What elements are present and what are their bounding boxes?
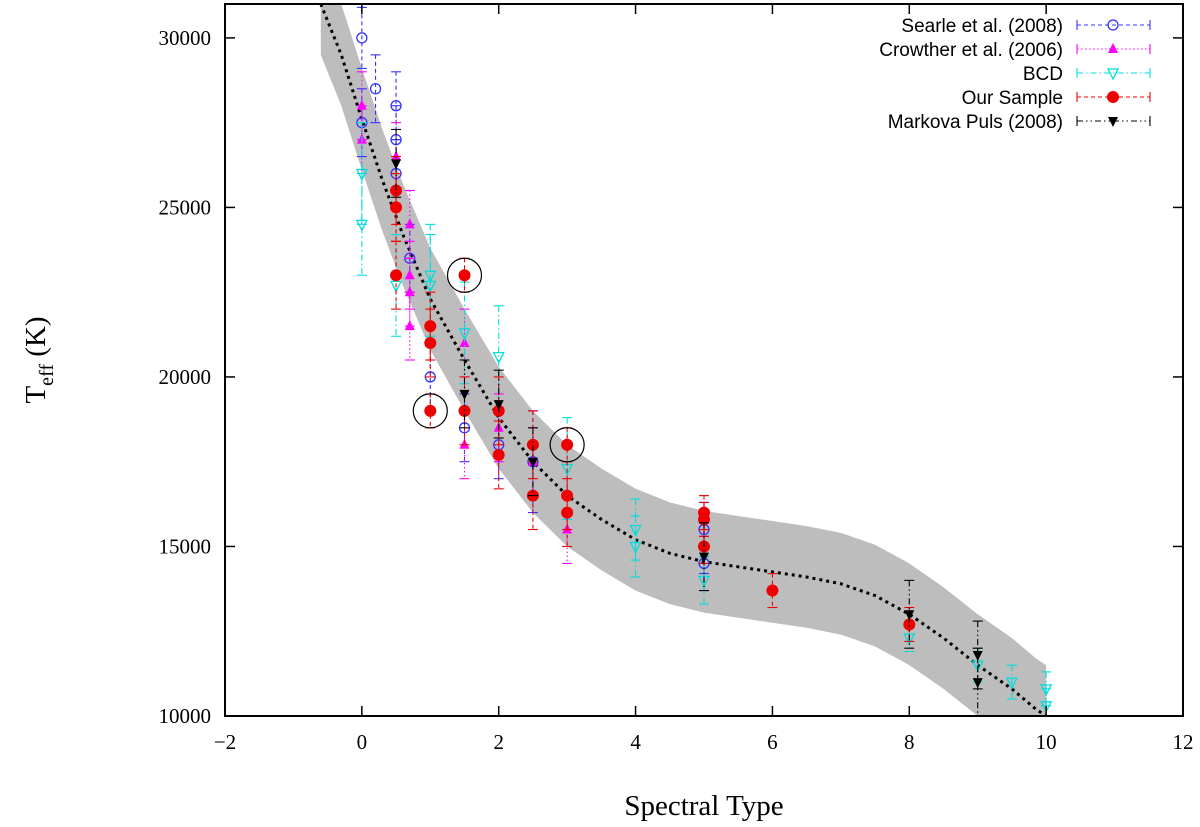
- series-4-point-4: [699, 552, 709, 563]
- series-4-point-7: [972, 678, 983, 689]
- legend: Searle et al. (2008) Crowther et al. (200…: [879, 16, 1151, 133]
- series-2-point-14: [1040, 684, 1053, 697]
- series-2-point-6: [492, 351, 505, 365]
- series-3-point-4: [424, 337, 437, 350]
- series-4-point-2: [493, 400, 504, 411]
- legend-label-1: Crowther et al. (2006): [879, 40, 1063, 61]
- series-4-point-1: [459, 389, 470, 400]
- legend-marker-3: [1107, 91, 1119, 103]
- x-axis-label: Spectral Type: [624, 790, 783, 822]
- y-axis-label-sub: eff: [36, 364, 58, 386]
- series-0-point-1: [369, 83, 382, 95]
- legend-label-2: BCD: [1023, 64, 1063, 85]
- y-axis-label-unit: (K): [20, 316, 52, 364]
- highlight-circle-2: [549, 427, 585, 463]
- y-axis-label: Teff (K): [20, 316, 58, 403]
- x-axis-ticks: −2 0 2 4 6 8 10 12: [214, 4, 1194, 754]
- series-3-point-1: [390, 201, 403, 214]
- y-tick-label-4: 30000: [159, 26, 212, 50]
- series-1-point-6: [404, 320, 415, 331]
- x-tick-label-0: −2: [214, 730, 236, 754]
- fit-curve: [319, 4, 1047, 716]
- series-2-point-9: [629, 541, 642, 554]
- legend-marker-1: [1108, 43, 1118, 53]
- series-2-point-11: [903, 633, 916, 646]
- plot-frame: [224, 3, 1184, 717]
- y-tick-label-1: 15000: [159, 534, 212, 558]
- highlight-circle-0: [446, 257, 483, 293]
- series-1-point-0: [356, 99, 367, 110]
- series-4: [391, 128, 983, 716]
- series-3-point-5: [424, 404, 437, 417]
- series-1-point-3: [404, 218, 415, 229]
- series-0-point-0: [356, 32, 368, 44]
- legend-label-0: Searle et al. (2008): [901, 16, 1063, 37]
- series-3-point-9: [492, 448, 505, 461]
- series-3-point-6: [458, 269, 471, 282]
- series-2-point-1: [355, 219, 368, 232]
- x-tick-label-3: 4: [630, 730, 641, 754]
- series-2-point-4: [424, 280, 437, 293]
- series-4-point-6: [972, 650, 983, 661]
- legend-label-4: Markova Puls (2008): [888, 112, 1063, 133]
- highlight-circles: [412, 257, 585, 463]
- series-4-point-5: [904, 610, 915, 621]
- series-1-point-7: [459, 337, 470, 348]
- series-2-point-13: [1005, 677, 1018, 690]
- legend-marker-2: [1106, 68, 1120, 81]
- x-tick-label-2: 2: [493, 730, 504, 754]
- data-series-group: [355, 6, 1053, 716]
- x-tick-label-1: 0: [357, 730, 368, 754]
- series-4-point-3: [527, 457, 538, 468]
- x-tick-label-7: 12: [1173, 730, 1194, 754]
- legend-marker-0: [1107, 19, 1119, 31]
- legend-marker-4: [1108, 117, 1118, 127]
- series-2-point-5: [458, 328, 471, 341]
- series-2-point-15: [1040, 701, 1053, 714]
- y-axis-label-main: T: [20, 386, 52, 404]
- series-4-point-0: [391, 159, 402, 170]
- series-1-point-5: [404, 286, 415, 297]
- series-3-point-18: [766, 584, 779, 597]
- series-3-point-2: [390, 269, 403, 282]
- y-tick-label-3: 25000: [159, 195, 212, 219]
- series-2-point-10: [697, 575, 711, 588]
- series-3-point-12: [561, 438, 574, 451]
- fit-line: [319, 4, 1047, 716]
- y-tick-label-2: 20000: [159, 365, 212, 389]
- series-3-point-14: [561, 506, 574, 519]
- x-tick-label-4: 6: [767, 730, 778, 754]
- highlight-circle-1: [412, 393, 448, 429]
- series-1-point-4: [404, 269, 415, 280]
- legend-label-3: Our Sample: [962, 88, 1063, 109]
- y-tick-label-0: 10000: [159, 704, 212, 728]
- series-1-point-2: [391, 150, 402, 161]
- series-2-point-2: [390, 280, 403, 293]
- x-tick-label-5: 8: [904, 730, 915, 754]
- series-2-point-0: [355, 168, 368, 181]
- x-tick-label-6: 10: [1036, 730, 1057, 754]
- y-axis-ticks: 10000 15000 20000 25000 30000: [159, 26, 1183, 728]
